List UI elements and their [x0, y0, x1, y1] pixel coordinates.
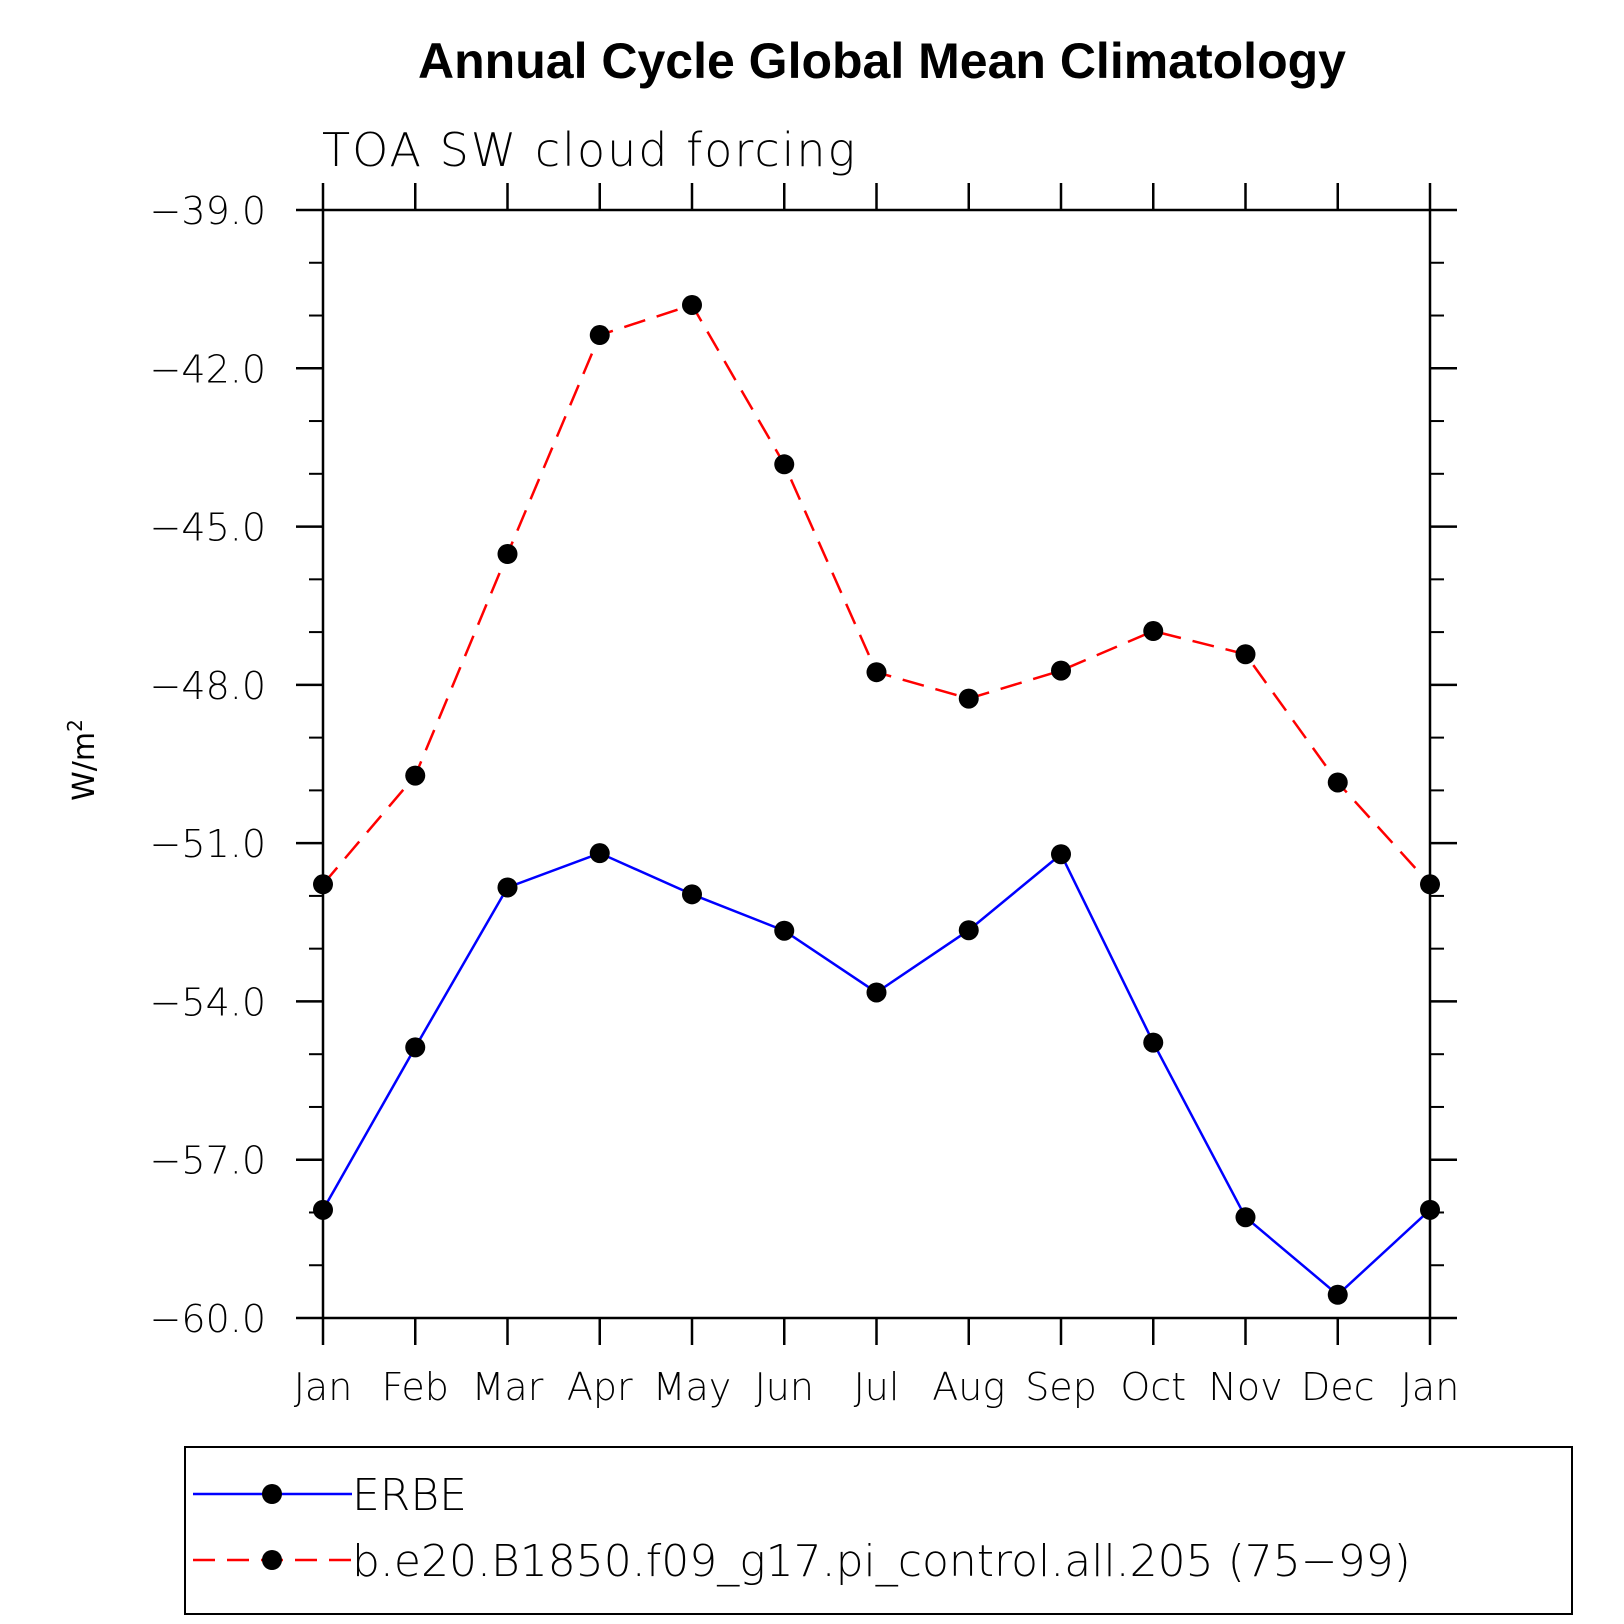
series-0-point: [1327, 1284, 1348, 1305]
y-tick-label: −39.0: [150, 189, 266, 233]
series-1-point: [774, 454, 795, 475]
y-tick-label: −48.0: [150, 664, 266, 708]
y-tick-label: −42.0: [150, 347, 266, 391]
legend-label-0: ERBE: [352, 1470, 467, 1521]
axes: −39.0 −42.0 −45.0 −48.0 −51.0 −54.0 −57.0 −60.0…: [150, 183, 1460, 1409]
svg-text:W/m2: W/m2: [63, 719, 102, 801]
legend-box: [184, 1446, 1573, 1615]
y-axis-label-superscript: 2: [63, 719, 87, 732]
series-0-point: [958, 920, 979, 941]
series-0-point: [589, 843, 610, 864]
y-tick-label: −60.0: [150, 1297, 266, 1341]
series-1-point: [1327, 772, 1348, 793]
series-0-point: [774, 920, 795, 941]
series-0-point: [405, 1037, 426, 1058]
x-tick-label: Aug: [932, 1365, 1005, 1409]
series-0-point: [682, 884, 702, 905]
series-1-point: [866, 662, 887, 683]
legend-label-1: b.e20.B1850.f09_g17.pi_control.all.205 (…: [352, 1536, 1411, 1587]
chart-title: Annual Cycle Global Mean Climatology: [418, 33, 1346, 89]
series-1-point: [958, 688, 979, 709]
x-tick-label: Jan: [294, 1365, 353, 1409]
legend: ERBE b.e20.B1850.f09_g17.pi_control.all.2…: [184, 1446, 1573, 1615]
series-1-point: [589, 325, 610, 346]
x-tick-label: Nov: [1208, 1365, 1282, 1409]
legend-marker-0: [262, 1484, 282, 1504]
y-tick-label: −57.0: [150, 1139, 266, 1183]
series-0-point: [497, 877, 518, 898]
chart-subtitle: TOA SW cloud forcing: [322, 123, 857, 177]
y-tick-label: −51.0: [150, 822, 266, 866]
series-0-point: [1143, 1032, 1164, 1053]
x-tick-label: Feb: [382, 1365, 449, 1409]
series-line-0: [321, 851, 1431, 1297]
series-0-point: [1235, 1207, 1256, 1228]
x-tick-label: Jan: [1401, 1365, 1460, 1409]
series-1-point: [1235, 644, 1256, 665]
series-1-point: [497, 544, 518, 565]
series-1-point: [1143, 621, 1164, 642]
x-tick-label: May: [653, 1365, 732, 1409]
x-tick-label: Mar: [472, 1365, 544, 1409]
y-axis-label-text: W/m: [67, 732, 102, 801]
series-1-point: [682, 294, 702, 315]
x-tick-label: Apr: [567, 1365, 633, 1409]
x-tick-label: Jul: [854, 1365, 900, 1409]
series-1-point: [1420, 874, 1440, 895]
series-0-point: [866, 982, 887, 1003]
series-line-1: [322, 303, 1431, 886]
series-layer: [313, 294, 1440, 1305]
legend-marker-1: [262, 1550, 282, 1570]
y-axis-label: W/m2: [63, 719, 102, 801]
x-tick-label: Oct: [1120, 1365, 1186, 1409]
series-0-point: [313, 1199, 333, 1220]
y-tick-label: −45.0: [150, 506, 266, 550]
series-1-point: [1051, 660, 1071, 681]
y-tick-label: −54.0: [150, 980, 266, 1024]
series-0-point: [1051, 844, 1071, 865]
x-tick-label: Sep: [1025, 1365, 1097, 1409]
x-tick-label: Dec: [1301, 1365, 1375, 1409]
x-tick-label: Jun: [755, 1365, 814, 1409]
series-1-point: [313, 874, 333, 895]
plot-frame: [321, 208, 1432, 1320]
series-1-point: [405, 765, 426, 786]
series-0-point: [1420, 1199, 1440, 1220]
